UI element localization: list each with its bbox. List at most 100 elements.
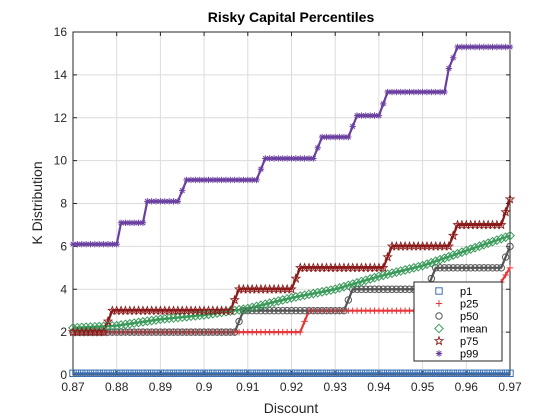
data-point-mean — [452, 248, 463, 259]
data-point-p75 — [443, 240, 455, 251]
data-point-p50 — [300, 306, 309, 315]
data-point-p1 — [78, 369, 86, 377]
data-point-p99 — [493, 43, 501, 51]
data-point-mean — [151, 314, 161, 325]
data-point-p99 — [218, 176, 225, 184]
data-point-mean — [251, 301, 262, 312]
data-point-mean — [260, 299, 271, 310]
data-point-p50 — [353, 285, 361, 293]
data-point-p1 — [169, 369, 178, 377]
data-point-p1 — [362, 369, 370, 377]
data-point-p50 — [436, 264, 444, 272]
data-point-p1 — [104, 369, 112, 377]
data-point-p75 — [102, 315, 114, 326]
data-point-p50 — [165, 328, 173, 336]
series-markers-p75 — [67, 193, 516, 337]
data-point-mean — [177, 312, 188, 323]
data-point-mean — [295, 291, 306, 302]
data-point-mean — [256, 300, 266, 311]
data-point-p99 — [139, 219, 147, 226]
data-point-mean — [470, 242, 480, 253]
data-point-p99 — [310, 155, 317, 162]
data-point-p50 — [497, 264, 505, 272]
data-point-p50 — [213, 328, 221, 336]
data-point-p99 — [231, 176, 238, 184]
data-point-p99 — [336, 133, 343, 141]
data-point-p50 — [449, 264, 457, 272]
data-point-p1 — [91, 369, 99, 377]
data-point-mean — [72, 322, 83, 333]
data-point-p50 — [432, 264, 440, 272]
data-point-p1 — [178, 369, 186, 377]
data-point-p99 — [257, 166, 265, 173]
data-point-mean — [352, 277, 362, 288]
data-point-p50 — [466, 264, 475, 272]
data-point-p99 — [174, 198, 182, 205]
data-point-p1 — [147, 369, 156, 377]
legend-label-p50: p50 — [460, 311, 478, 323]
data-point-mean — [111, 320, 122, 331]
data-point-p1 — [204, 369, 213, 377]
data-point-p99 — [165, 198, 173, 205]
data-point-p99 — [454, 43, 461, 51]
data-point-p1 — [501, 369, 510, 377]
data-point-mean — [325, 285, 336, 296]
data-point-p99 — [397, 88, 404, 96]
legend-marker-p25 — [435, 300, 443, 307]
data-point-p75 — [447, 230, 459, 241]
data-point-p50 — [493, 264, 501, 272]
data-point-p1 — [139, 369, 147, 377]
data-point-p50 — [305, 306, 313, 315]
x-tick-label: 0.88 — [105, 380, 129, 394]
data-point-p75 — [290, 273, 302, 283]
x-tick-label: 0.92 — [280, 380, 304, 394]
data-point-p99 — [135, 219, 142, 226]
data-point-p75 — [225, 305, 236, 316]
data-point-p50 — [191, 328, 200, 336]
data-point-p25 — [297, 328, 304, 336]
data-point-p99 — [415, 88, 422, 96]
data-point-p1 — [318, 369, 326, 377]
data-point-p99 — [227, 176, 234, 184]
data-point-mean — [417, 260, 428, 271]
data-point-p1 — [156, 369, 165, 377]
x-tick-label: 0.94 — [367, 380, 391, 394]
data-point-p99 — [196, 176, 203, 184]
data-point-p1 — [344, 369, 353, 377]
data-point-p50 — [279, 306, 287, 315]
data-point-p1 — [327, 369, 335, 377]
data-point-p50 — [475, 264, 484, 272]
data-point-p25 — [506, 264, 514, 272]
legend-marker-p1 — [435, 287, 443, 295]
data-point-mean — [286, 292, 297, 303]
data-point-p1 — [143, 369, 151, 377]
series-markers-p1 — [69, 369, 514, 377]
data-point-p1 — [436, 369, 444, 377]
x-tick-label: 0.97 — [498, 380, 522, 394]
data-point-p50 — [222, 328, 230, 336]
data-point-p50 — [257, 306, 265, 315]
data-point-p99 — [113, 241, 120, 248]
data-point-mean — [312, 287, 323, 298]
data-point-p1 — [73, 369, 82, 377]
data-point-p50 — [480, 264, 488, 272]
data-point-p50 — [248, 306, 256, 315]
data-point-mean — [491, 235, 502, 246]
data-point-p1 — [405, 369, 414, 377]
data-point-p99 — [436, 88, 444, 96]
data-point-p50 — [209, 328, 217, 336]
data-point-mean — [387, 268, 397, 279]
data-point-p1 — [244, 369, 252, 377]
data-point-mean — [360, 275, 371, 286]
legend-marker-p99 — [435, 350, 443, 357]
data-point-p50 — [370, 285, 379, 293]
data-point-p75 — [286, 283, 297, 294]
data-point-mean — [282, 293, 293, 304]
data-point-p50 — [187, 328, 195, 336]
data-point-p1 — [134, 369, 143, 377]
data-point-p99 — [104, 241, 112, 248]
y-tick-label: 4 — [60, 282, 67, 296]
data-point-p50 — [506, 242, 514, 251]
